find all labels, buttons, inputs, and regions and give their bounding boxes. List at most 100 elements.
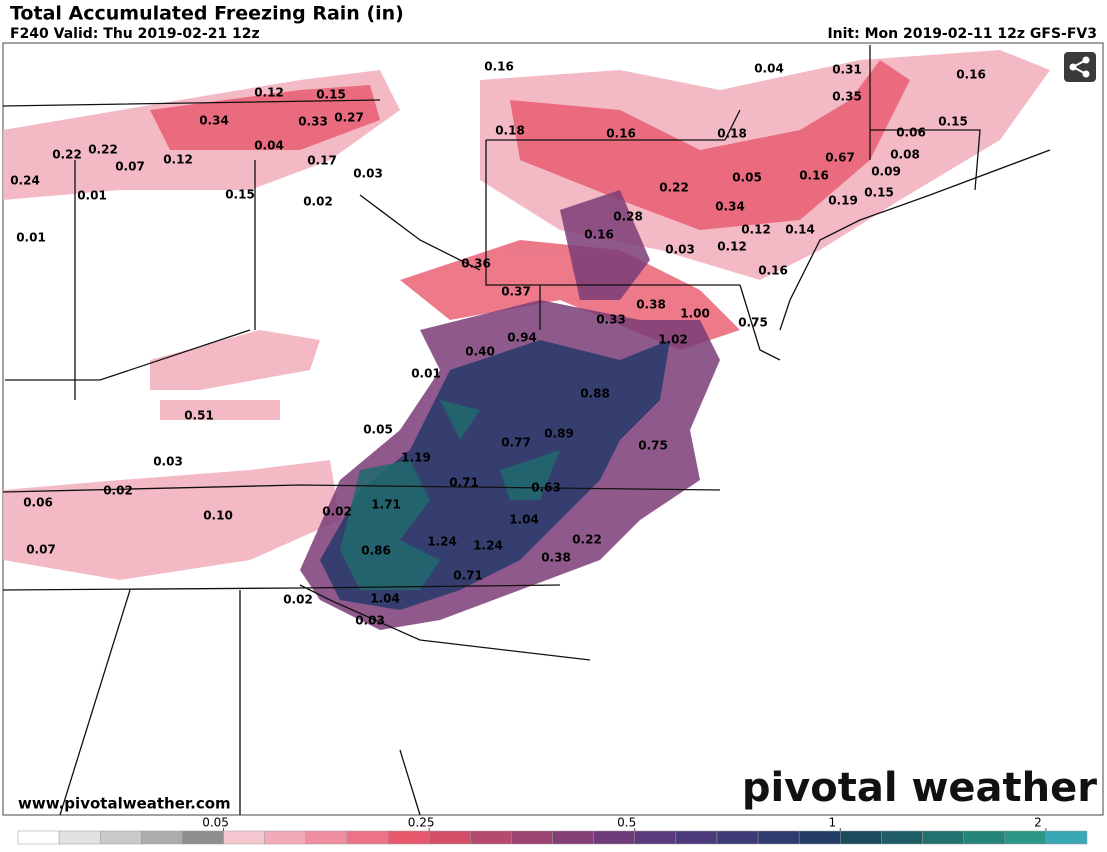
map-value-label: 0.33 — [298, 115, 328, 129]
map-value-label: 0.17 — [307, 154, 337, 168]
map-value-label: 0.01 — [16, 231, 46, 245]
map-value-label: 1.71 — [371, 498, 401, 512]
valid-time: F240 Valid: Thu 2019-02-21 12z — [10, 26, 260, 42]
map-value-label: 0.05 — [363, 423, 393, 437]
map-value-label: 0.18 — [495, 124, 525, 138]
map-value-label: 1.04 — [370, 592, 400, 606]
map-value-label: 0.02 — [303, 195, 333, 209]
map-value-label: 0.67 — [825, 151, 855, 165]
map-value-label: 0.12 — [741, 223, 771, 237]
colorbar-swatch — [963, 830, 1006, 845]
colorbar-tick-label: 0.5 — [617, 816, 636, 830]
colorbar-swatch — [1004, 830, 1047, 845]
map-value-label: 0.38 — [541, 551, 571, 565]
map-value-label: 0.03 — [665, 243, 695, 257]
map-value-label: 0.75 — [638, 439, 668, 453]
map-value-label: 0.15 — [225, 188, 255, 202]
map-value-label: 1.24 — [427, 535, 457, 549]
share-button[interactable] — [1064, 52, 1096, 82]
map-value-label: 0.15 — [864, 186, 894, 200]
map — [2, 42, 1104, 816]
colorbar-swatch — [716, 830, 759, 845]
colorbar-swatch — [141, 830, 183, 845]
map-value-label: 0.34 — [199, 114, 229, 128]
map-value-label: 0.03 — [353, 167, 383, 181]
colorbar: 0.05 0.25 0.5 1 2 — [17, 816, 1088, 845]
colorbar-swatch — [511, 830, 553, 845]
map-value-label: 0.22 — [52, 148, 82, 162]
map-value-label: 0.04 — [754, 62, 784, 76]
map-value-label: 0.86 — [361, 544, 391, 558]
map-value-label: 0.22 — [659, 181, 689, 195]
map-value-label: 0.71 — [453, 569, 483, 583]
map-value-label: 0.28 — [613, 210, 643, 224]
map-value-label: 0.12 — [254, 86, 284, 100]
map-value-label: 0.19 — [828, 194, 858, 208]
share-button-bg[interactable] — [1064, 52, 1096, 82]
map-value-label: 0.15 — [316, 88, 346, 102]
map-value-label: 0.36 — [461, 257, 491, 271]
colorbar-swatch — [346, 830, 389, 845]
map-value-label: 0.77 — [501, 436, 531, 450]
map-value-label: 0.16 — [484, 60, 514, 74]
map-value-label: 0.03 — [355, 614, 385, 628]
map-value-label: 0.16 — [758, 264, 788, 278]
colorbar-swatch — [675, 830, 718, 845]
map-value-label: 0.88 — [580, 387, 610, 401]
colorbar-tick-label: 0.05 — [202, 816, 229, 830]
map-value-label: 0.22 — [88, 143, 118, 157]
colorbar-swatch — [798, 830, 841, 845]
map-value-label: 0.75 — [738, 316, 768, 330]
map-value-label: 0.63 — [531, 481, 561, 495]
colorbar-swatch — [428, 830, 471, 845]
colorbar-swatch — [387, 830, 430, 845]
share-icon — [1072, 59, 1087, 75]
state-borders — [2, 45, 1051, 816]
map-value-label: 0.16 — [584, 228, 614, 242]
map-value-label: 0.16 — [606, 127, 636, 141]
map-value-label: 0.16 — [799, 169, 829, 183]
website: www.pivotalweather.com — [18, 795, 231, 813]
map-value-label: 0.71 — [449, 476, 479, 490]
map-value-label: 0.15 — [938, 115, 968, 129]
colorbar-swatch — [881, 830, 923, 845]
map-value-label: 0.12 — [163, 153, 193, 167]
colorbar-swatch — [1045, 830, 1088, 845]
precip-shading — [320, 340, 670, 610]
colorbar-swatch — [58, 830, 101, 845]
map-value-label: 0.05 — [732, 171, 762, 185]
colorbar-tick-label: 2 — [1034, 816, 1042, 830]
colorbar-swatch — [593, 830, 635, 845]
map-value-label: 0.14 — [785, 223, 815, 237]
map-value-label: 0.06 — [23, 496, 53, 510]
map-value-label: 0.08 — [890, 148, 920, 162]
colorbar-swatch — [757, 830, 800, 845]
map-value-label: 1.24 — [473, 539, 503, 553]
map-value-label: 0.03 — [153, 455, 183, 469]
map-value-label: 0.02 — [283, 593, 313, 607]
map-value-label: 0.31 — [832, 63, 862, 77]
map-value-label: 0.38 — [636, 298, 666, 312]
colorbar-tick-label: 0.25 — [408, 816, 435, 830]
map-value-label: 0.10 — [203, 509, 233, 523]
map-value-label: 0.37 — [501, 285, 531, 299]
map-value-label: 0.12 — [717, 240, 747, 254]
map-labels: 0.16 0.04 0.31 0.16 0.12 0.15 0.35 0.34 0.33 0.27… — [10, 60, 986, 628]
map-value-label: 0.24 — [10, 174, 40, 188]
colorbar-swatch — [99, 830, 142, 845]
colorbar-swatch — [264, 830, 307, 845]
colorbar-swatch — [182, 830, 224, 845]
map-value-label: 0.02 — [322, 505, 352, 519]
map-value-label: 0.40 — [465, 345, 495, 359]
title: Total Accumulated Freezing Rain (in) — [10, 3, 404, 25]
colorbar-swatch — [17, 830, 60, 845]
map-value-label: 1.00 — [680, 307, 710, 321]
map-value-label: 0.02 — [103, 484, 133, 498]
map-value-label: 0.07 — [115, 160, 145, 174]
colorbar-swatch — [922, 830, 964, 845]
colorbar-swatch — [223, 830, 265, 845]
map-value-label: 0.16 — [956, 68, 986, 82]
init-time: Init: Mon 2019-02-11 12z GFS-FV3 — [827, 26, 1097, 42]
